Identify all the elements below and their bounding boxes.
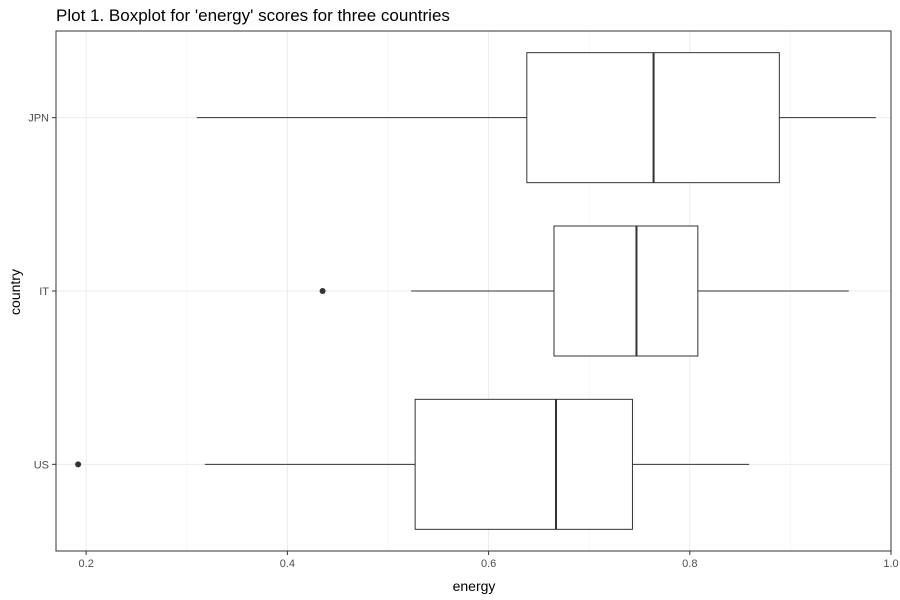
outlier-point-it	[319, 288, 326, 294]
x-tick-label: 0.2	[79, 558, 94, 570]
y-tick-label: US	[34, 459, 49, 471]
x-tick-label: 0.4	[280, 558, 295, 570]
x-tick-label: 0.6	[481, 558, 496, 570]
chart-title: Plot 1. Boxplot for 'energy' scores for …	[56, 6, 450, 25]
y-tick-label: IT	[39, 286, 49, 298]
axes: 0.2 0.4 0.6 0.8 1.0 JPN IT US	[28, 113, 898, 570]
x-tick-label: 1.0	[883, 558, 898, 570]
box-it	[553, 225, 699, 357]
outlier-point-us	[75, 461, 82, 468]
x-axis-title: energy	[453, 578, 496, 594]
x-tick-label: 0.8	[682, 558, 697, 570]
y-axis-title: country	[7, 269, 23, 315]
y-tick-label: JPN	[28, 113, 49, 125]
box-us	[414, 398, 633, 530]
box-series	[75, 52, 876, 530]
